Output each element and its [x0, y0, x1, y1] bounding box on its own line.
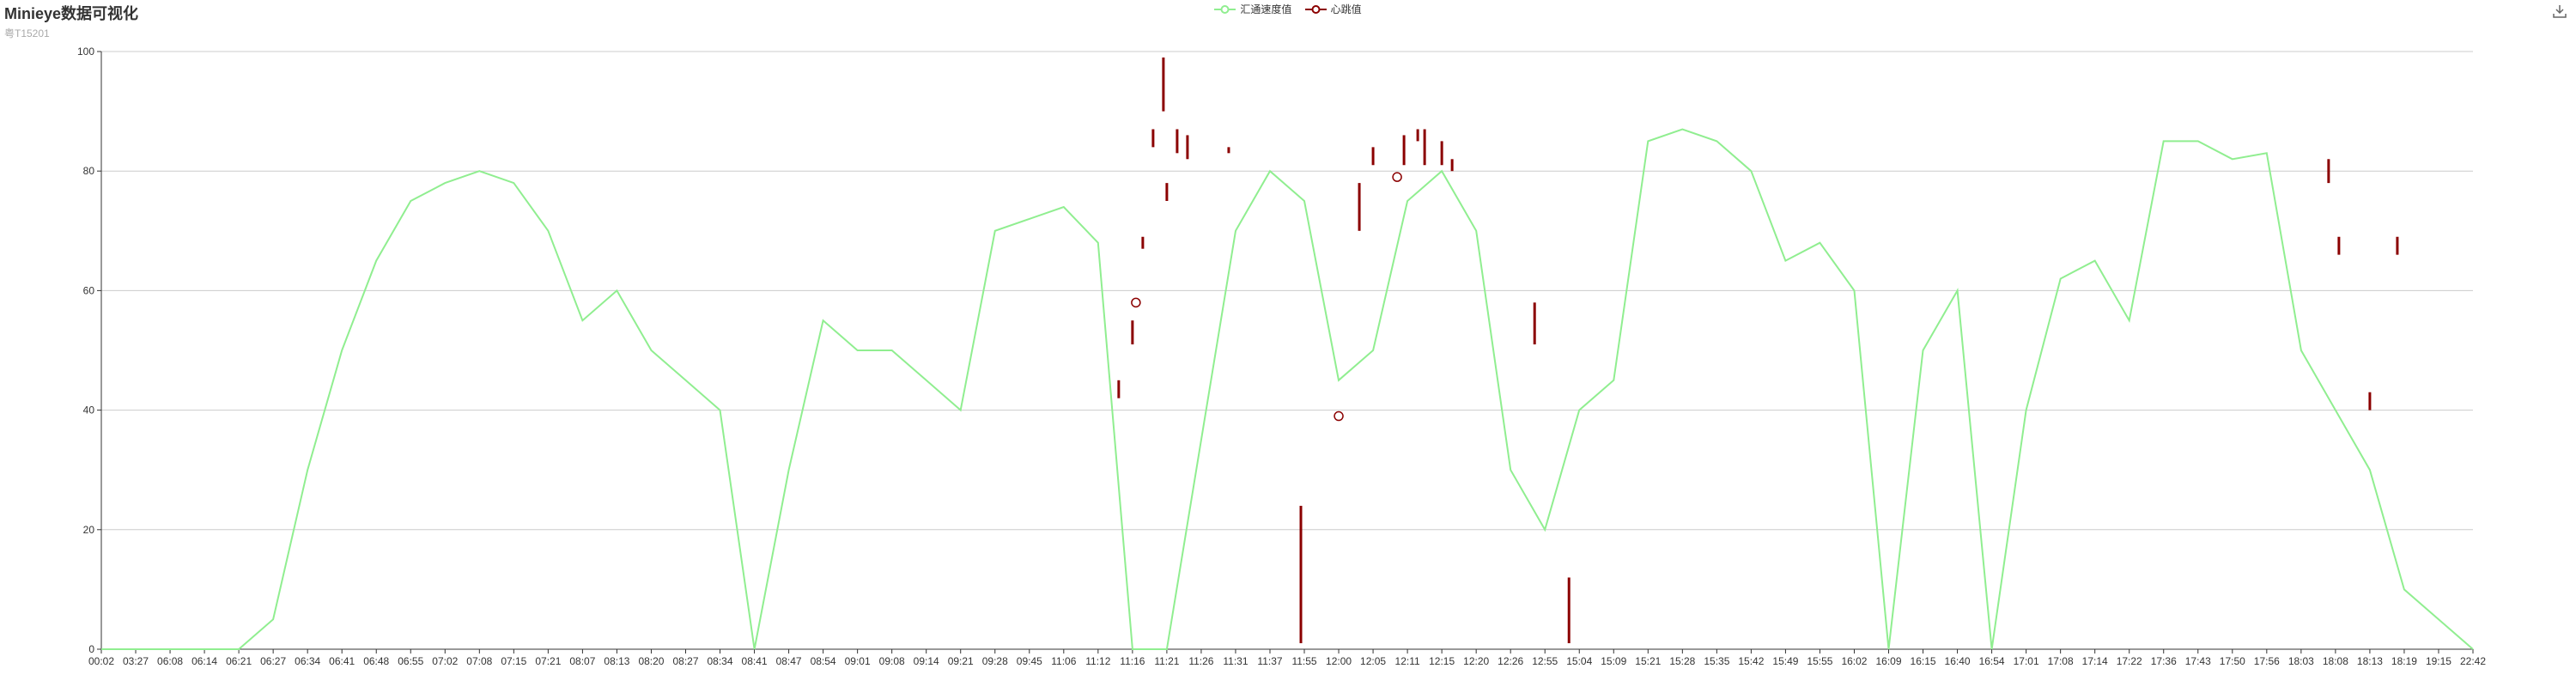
legend-item-heartbeat[interactable]: 心跳值 [1304, 2, 1362, 16]
legend-heartbeat-label: 心跳值 [1330, 3, 1362, 15]
x-tick-label: 18:19 [2391, 655, 2417, 667]
y-tick-label: 80 [83, 165, 95, 177]
x-tick-label: 09:14 [914, 655, 939, 667]
x-tick-label: 06:48 [363, 655, 389, 667]
legend-speed-icon [1214, 4, 1236, 14]
x-tick-label: 08:41 [742, 655, 768, 667]
x-tick-label: 12:11 [1395, 655, 1420, 667]
x-tick-label: 07:08 [466, 655, 492, 667]
x-tick-label: 08:07 [569, 655, 595, 667]
x-tick-label: 00:02 [88, 655, 114, 667]
y-tick-label: 60 [83, 284, 95, 296]
x-tick-label: 06:14 [191, 655, 217, 667]
legend-speed-label: 汇通速度值 [1240, 3, 1292, 15]
x-tick-label: 17:01 [2014, 655, 2039, 667]
x-tick-label: 17:22 [2117, 655, 2142, 667]
x-tick-label: 17:56 [2254, 655, 2280, 667]
x-tick-label: 08:13 [604, 655, 629, 667]
y-tick-label: 40 [83, 404, 95, 416]
chart-subtitle: 粤T15201 [4, 27, 50, 40]
x-tick-label: 11:26 [1188, 655, 1213, 667]
x-tick-label: 15:09 [1601, 655, 1626, 667]
x-tick-label: 11:21 [1154, 655, 1179, 667]
x-tick-label: 11:06 [1051, 655, 1076, 667]
x-tick-label: 08:47 [776, 655, 802, 667]
x-tick-label: 16:40 [1945, 655, 1971, 667]
x-tick-label: 17:36 [2151, 655, 2177, 667]
x-tick-label: 17:50 [2220, 655, 2245, 667]
x-tick-label: 12:15 [1429, 655, 1455, 667]
x-tick-label: 06:55 [398, 655, 423, 667]
x-tick-label: 09:01 [845, 655, 871, 667]
x-tick-label: 12:00 [1326, 655, 1352, 667]
x-tick-label: 07:15 [501, 655, 526, 667]
x-tick-label: 06:27 [260, 655, 286, 667]
x-tick-label: 22:42 [2460, 655, 2486, 667]
x-tick-label: 03:27 [123, 655, 149, 667]
x-tick-label: 15:35 [1704, 655, 1729, 667]
legend-heartbeat-icon [1304, 4, 1327, 14]
x-tick-label: 08:34 [708, 655, 733, 667]
heartbeat-point[interactable] [1334, 410, 1344, 422]
x-tick-label: 12:20 [1463, 655, 1489, 667]
speed-series-line [101, 128, 2474, 650]
heartbeat-point[interactable] [1392, 172, 1402, 182]
x-tick-label: 11:37 [1257, 655, 1282, 667]
x-tick-label: 18:03 [2288, 655, 2314, 667]
legend: 汇通速度值 心跳值 [0, 2, 2576, 18]
x-tick-label: 12:55 [1532, 655, 1558, 667]
x-tick-label: 17:08 [2048, 655, 2074, 667]
x-tick-label: 15:55 [1807, 655, 1832, 667]
x-tick-label: 11:55 [1291, 655, 1316, 667]
x-tick-label: 16:02 [1841, 655, 1867, 667]
x-tick-label: 06:21 [226, 655, 252, 667]
x-tick-label: 11:31 [1223, 655, 1248, 667]
x-tick-label: 18:08 [2323, 655, 2348, 667]
x-tick-label: 08:20 [638, 655, 664, 667]
x-tick-label: 06:34 [295, 655, 320, 667]
x-tick-label: 15:04 [1566, 655, 1592, 667]
x-tick-label: 07:21 [535, 655, 561, 667]
axis-layer: 0 20 40 60 80 100 00:02 03:27 06:08 06:14 06:21 06:… [77, 46, 2486, 667]
x-tick-label: 15:42 [1738, 655, 1764, 667]
chart-title: Minieye数据可视化 [4, 5, 139, 22]
x-tick-label: 07:02 [432, 655, 458, 667]
x-tick-label: 18:13 [2357, 655, 2383, 667]
x-tick-label: 15:28 [1669, 655, 1695, 667]
x-tick-label: 17:14 [2082, 655, 2108, 667]
grid-layer [101, 51, 2473, 531]
legend-item-speed[interactable]: 汇通速度值 [1214, 2, 1291, 16]
x-tick-label: 15:21 [1635, 655, 1661, 667]
x-tick-label: 08:54 [811, 655, 836, 667]
x-tick-label: 19:15 [2426, 655, 2451, 667]
y-tick-label: 0 [88, 643, 94, 655]
x-tick-label: 16:54 [1979, 655, 2005, 667]
series-layer [101, 57, 2474, 650]
x-tick-label: 09:28 [982, 655, 1008, 667]
x-tick-label: 15:49 [1772, 655, 1798, 667]
heartbeat-point[interactable] [1131, 297, 1141, 308]
x-tick-label: 09:45 [1017, 655, 1042, 667]
x-tick-label: 16:09 [1875, 655, 1901, 667]
x-tick-label: 12:26 [1498, 655, 1523, 667]
x-tick-label: 08:27 [672, 655, 698, 667]
x-tick-label: 11:12 [1085, 655, 1110, 667]
x-tick-label: 11:16 [1120, 655, 1145, 667]
y-tick-label: 100 [77, 46, 94, 58]
x-tick-label: 09:08 [879, 655, 905, 667]
x-tick-label: 09:21 [948, 655, 974, 667]
download-icon[interactable] [2552, 3, 2567, 19]
x-tick-label: 17:43 [2185, 655, 2211, 667]
x-tick-label: 06:08 [157, 655, 183, 667]
x-tick-label: 06:41 [329, 655, 355, 667]
x-tick-label: 12:05 [1360, 655, 1386, 667]
x-tick-label: 16:15 [1911, 655, 1936, 667]
y-tick-label: 20 [83, 524, 95, 536]
